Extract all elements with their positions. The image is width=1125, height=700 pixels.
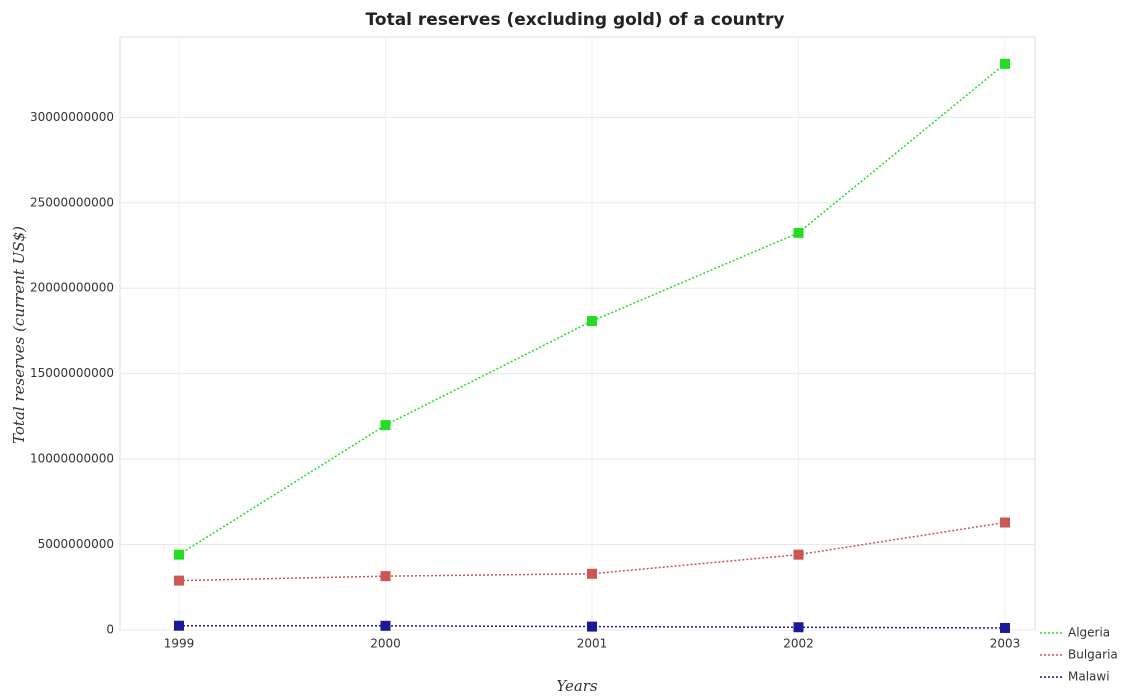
y-tick-label: 25000000000 [30,195,114,209]
x-tick-label: 2000 [370,637,401,651]
marker [587,621,597,632]
marker [174,620,184,631]
chart-title: Total reserves (excluding gold) of a cou… [366,10,785,30]
marker [793,227,804,238]
x-tick-label: 2002 [783,637,814,651]
marker [587,568,597,579]
marker [793,549,804,560]
x-axis-label: Years [556,677,598,695]
series-line [178,63,1006,556]
marker [174,549,184,560]
marker [793,622,804,633]
y-tick-label: 20000000000 [30,281,114,295]
marker [1000,58,1010,69]
y-axis-label: Total reserves (current US$) [10,226,28,444]
legend-label: Bulgaria [1068,648,1118,662]
marker [1000,517,1010,528]
marker [174,575,184,586]
x-tick-label: 1999 [164,637,195,651]
x-tick-label: 2003 [990,637,1021,651]
marker [1000,622,1010,633]
x-tick-label: 2001 [577,637,608,651]
marker [380,571,391,582]
marker [587,316,597,327]
legend-label: Algeria [1068,626,1110,640]
y-tick-label: 5000000000 [38,537,114,551]
marker [380,620,391,631]
marker [380,420,391,431]
plot-area [119,36,1036,631]
y-tick-label: 10000000000 [30,452,114,466]
y-tick-label: 15000000000 [30,366,114,380]
y-tick-label: 30000000000 [30,110,114,124]
y-tick-label: 0 [106,623,114,637]
legend-label: Malawi [1068,670,1110,684]
